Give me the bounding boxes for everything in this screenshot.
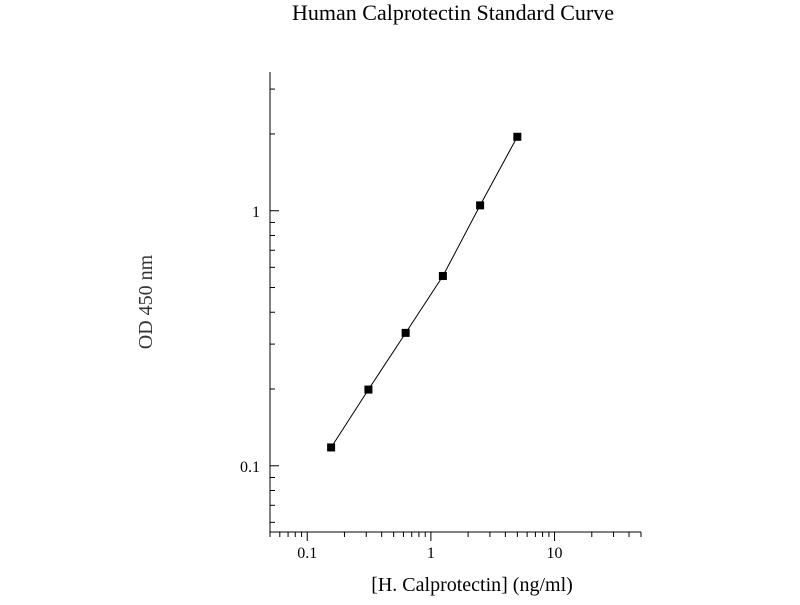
data-series [327, 132, 522, 452]
data-point [513, 132, 522, 141]
data-point [438, 271, 447, 280]
y-tick-label: 1 [252, 204, 260, 221]
x-tick-label: 0.1 [297, 545, 317, 562]
data-point [401, 328, 410, 337]
ticks: 0.1 1 10 0.1 1 [240, 88, 642, 562]
standard-curve-line [330, 136, 518, 448]
chart-title: Human Calprotectin Standard Curve [292, 0, 614, 25]
x-tick-label: 10 [547, 545, 563, 562]
y-tick-label: 0.1 [240, 459, 260, 476]
data-point [364, 385, 373, 394]
data-point [327, 443, 336, 452]
axes [269, 72, 641, 533]
data-point [476, 201, 485, 210]
x-tick-label: 1 [427, 545, 435, 562]
x-axis-label: [H. Calprotectin] (ng/ml) [371, 574, 573, 596]
y-axis-label: OD 450 nm [135, 254, 157, 349]
